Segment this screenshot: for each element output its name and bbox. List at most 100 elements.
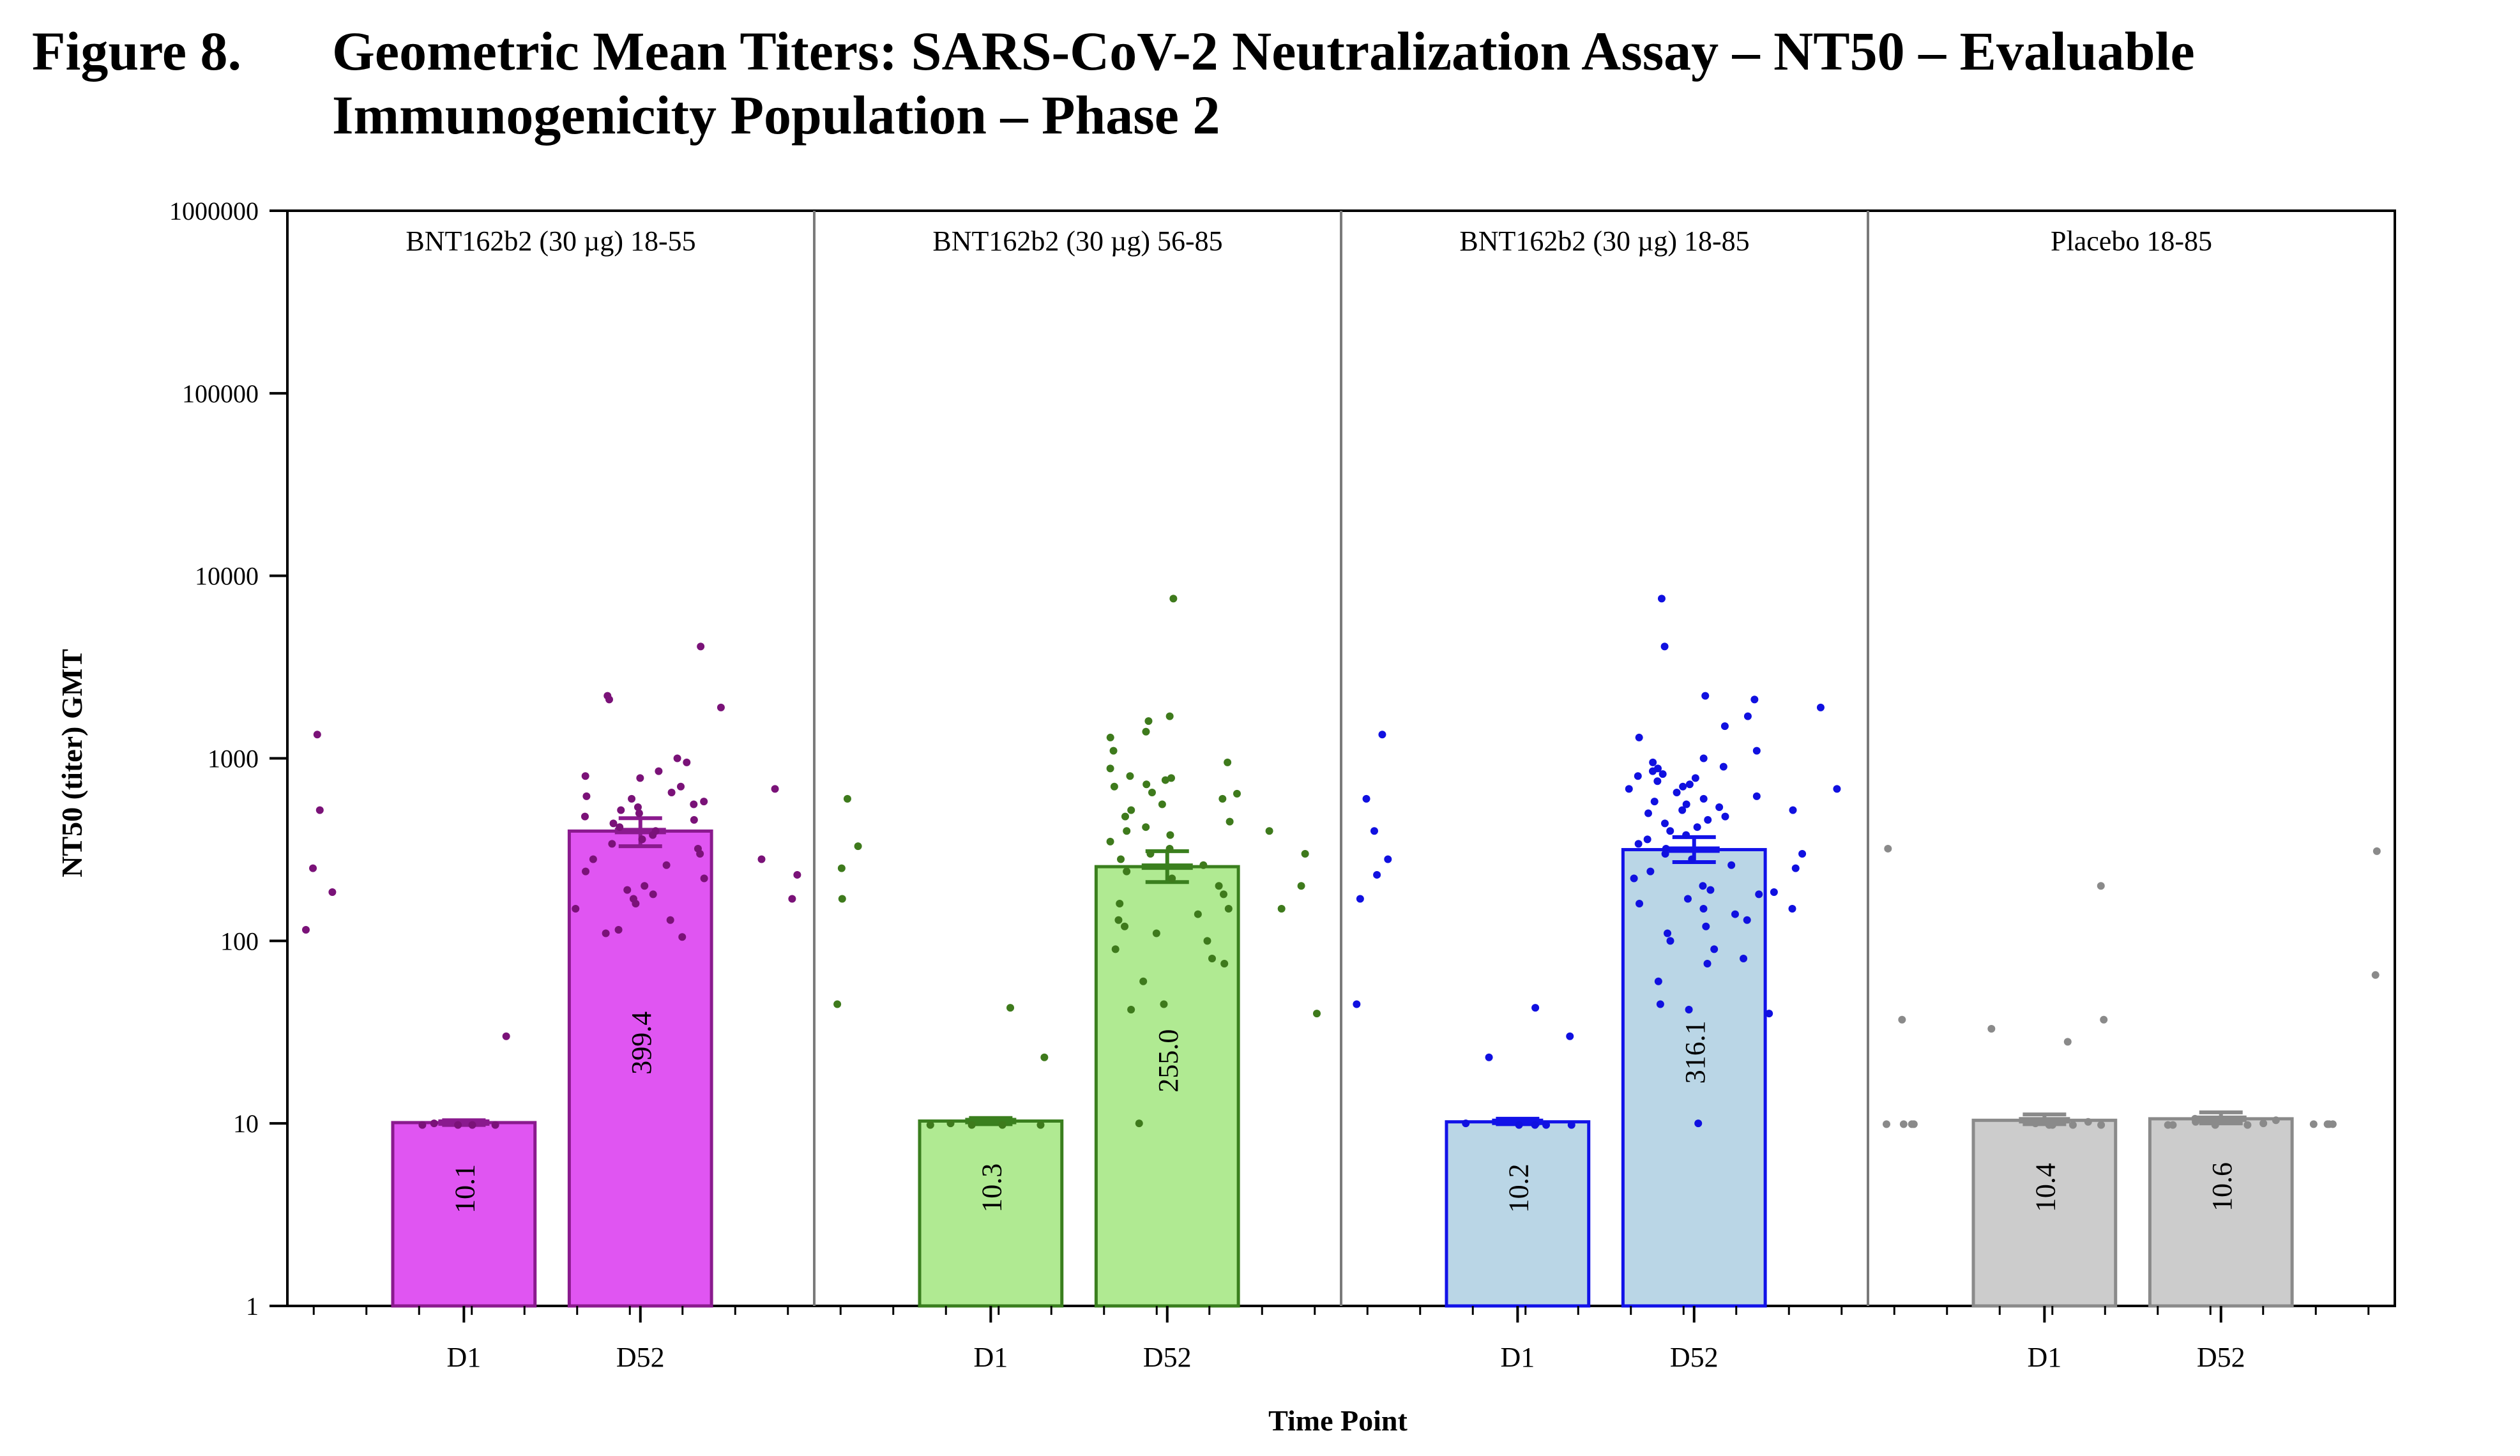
data-point <box>1121 812 1129 821</box>
outlier-point <box>315 806 324 814</box>
outlier-point <box>309 864 317 872</box>
data-point <box>1731 910 1739 918</box>
outlier-point <box>1233 789 1241 798</box>
outlier-point <box>1788 905 1796 913</box>
panels: BNT162b2 (30 µg) 18-5510.1D1399.4D52BNT1… <box>301 211 2381 1373</box>
data-point <box>1219 890 1227 899</box>
bar <box>1621 847 1767 1308</box>
data-point <box>1678 806 1687 814</box>
data-point <box>1199 861 1208 869</box>
data-point <box>628 794 636 803</box>
data-point <box>1106 764 1114 773</box>
data-point <box>1161 776 1169 784</box>
outlier-point <box>1765 1010 1773 1018</box>
bar <box>391 1121 537 1308</box>
data-point <box>635 809 643 817</box>
data-point <box>502 1032 510 1040</box>
data-point <box>2272 1116 2280 1125</box>
data-point <box>468 1121 476 1129</box>
data-point <box>649 890 657 899</box>
outlier-point <box>1798 849 1807 858</box>
data-point <box>1123 867 1131 876</box>
data-point <box>1694 1119 1703 1128</box>
data-point <box>1664 929 1672 937</box>
data-point <box>1752 747 1761 755</box>
outlier-point <box>1770 888 1778 896</box>
data-point <box>1462 1119 1470 1128</box>
data-point <box>1169 595 1178 603</box>
data-point <box>1148 788 1156 796</box>
outlier-point <box>2309 1120 2318 1128</box>
data-point <box>1144 717 1153 725</box>
data-point <box>1106 733 1114 741</box>
data-point <box>1702 922 1710 930</box>
outlier-point <box>1882 1120 1890 1128</box>
data-point <box>1226 817 1234 826</box>
data-point <box>1220 960 1229 968</box>
outlier-point <box>793 870 801 879</box>
data-point <box>1721 812 1729 821</box>
bar <box>1445 1120 1591 1308</box>
data-point <box>1699 754 1708 762</box>
data-point <box>1123 827 1131 835</box>
data-point <box>1987 1024 1996 1033</box>
data-point <box>1036 1121 1045 1129</box>
panel: BNT162b2 (30 µg) 18-55 10.1 D1 399.4 D52 <box>301 225 801 1373</box>
outlier-point <box>854 842 862 851</box>
data-point <box>1127 806 1135 814</box>
panel-label: BNT162b2 (30 µg) 18-55 <box>406 225 695 257</box>
y-tick-label: 100000 <box>182 379 259 408</box>
data-point <box>700 874 708 883</box>
figure-number: Figure 8. <box>32 20 242 82</box>
figure-title-line-2: Immunogenicity Population – Phase 2 <box>332 84 1220 146</box>
outlier-point <box>1265 827 1273 835</box>
panel: BNT162b2 (30 µg) 18-85 10.2 D1 316.1 D52 <box>1340 211 1843 1373</box>
data-point <box>1531 1121 1539 1129</box>
data-point <box>1152 929 1160 937</box>
data-point <box>1657 595 1666 603</box>
data-point <box>1142 727 1150 736</box>
data-point <box>1218 794 1227 803</box>
data-point <box>1111 945 1120 953</box>
outlier-point <box>328 888 337 896</box>
data-point <box>1515 1121 1523 1129</box>
data-point <box>1160 1000 1168 1008</box>
data-point <box>617 806 625 814</box>
data-point <box>1168 874 1176 883</box>
data-point <box>1743 916 1751 924</box>
outlier-point <box>837 864 846 872</box>
data-point <box>1715 803 1724 811</box>
y-tick-label: 100 <box>220 927 259 955</box>
data-point <box>683 758 691 766</box>
outlier-point <box>1791 864 1800 872</box>
figure-title-line-1: Geometric Mean Titers: SARS-CoV-2 Neutra… <box>332 20 2195 82</box>
data-point <box>1685 780 1694 789</box>
data-point <box>1682 831 1690 839</box>
data-point <box>2031 1119 2040 1128</box>
data-point <box>636 774 644 782</box>
data-point <box>1755 890 1763 899</box>
outlier-point <box>1384 855 1392 863</box>
data-point <box>666 916 674 924</box>
bar-value-label: 10.2 <box>1503 1164 1534 1213</box>
data-point <box>1685 1006 1693 1014</box>
data-point <box>1699 905 1708 913</box>
outlier-point <box>1789 806 1797 814</box>
data-point <box>641 882 649 890</box>
data-point <box>1634 772 1642 780</box>
data-point <box>655 767 663 775</box>
outlier-point <box>838 895 846 903</box>
y-tick-label: 1 <box>246 1292 259 1321</box>
data-point <box>2211 1121 2219 1129</box>
data-point <box>1566 1032 1574 1040</box>
data-point <box>1542 1121 1551 1129</box>
data-point <box>1630 874 1638 883</box>
bar-value-label: 10.4 <box>2030 1163 2061 1212</box>
data-point <box>1679 782 1687 791</box>
data-point <box>602 929 610 937</box>
data-point <box>1106 837 1114 846</box>
data-point <box>696 849 704 858</box>
x-tick-label: D52 <box>2197 1342 2245 1373</box>
data-point <box>1649 758 1657 766</box>
data-point <box>998 1121 1006 1129</box>
